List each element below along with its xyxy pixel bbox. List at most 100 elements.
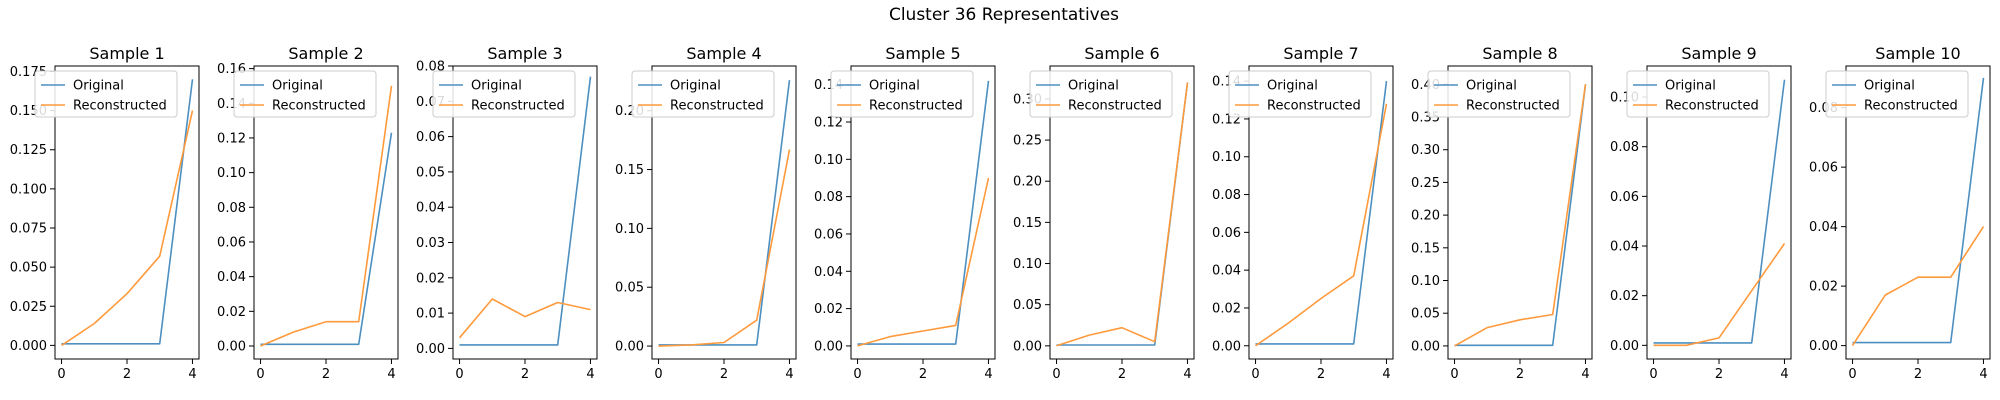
x-tick-label: 2 [1715, 367, 1723, 382]
y-tick-label: 0.050 [10, 261, 47, 276]
x-tick-label: 2 [123, 367, 131, 382]
series-line-reconstructed [857, 177, 990, 347]
y-tick-label: 0.000 [10, 339, 47, 354]
x-tick-label: 2 [1317, 367, 1325, 382]
legend: Original Reconstructed [34, 70, 178, 118]
y-tick-label: 0.04 [1212, 264, 1241, 279]
y-tick-label: 0.00 [814, 339, 843, 354]
legend-box [1626, 70, 1770, 118]
legend-box [1825, 70, 1969, 118]
series-line-original [658, 80, 791, 346]
x-tick-label: 2 [521, 367, 529, 382]
axes-frame [1049, 65, 1195, 360]
series-line-original [1653, 79, 1786, 344]
y-tick-label: 0.00 [416, 342, 445, 357]
y-tick-label: 0.10 [1411, 274, 1440, 289]
subplot-8: Sample 80 2 40.000.050.100.150.200.250.300… [1411, 44, 1593, 382]
series-line-reconstructed [1056, 82, 1189, 347]
y-tick-label: 0.15 [1411, 241, 1440, 256]
legend-box [830, 70, 974, 118]
legend-label: Original [1466, 79, 1517, 94]
subplot-title: Sample 5 [885, 44, 960, 63]
y-tick-label: 0.00 [615, 340, 644, 355]
legend-label: Original [1267, 79, 1318, 94]
x-tick-label: 4 [1183, 367, 1191, 382]
x-tick-label: 4 [188, 367, 196, 382]
y-tick-label: 0.00 [1809, 339, 1838, 354]
y-tick-label: 0.075 [10, 221, 47, 236]
legend-label: Original [1864, 79, 1915, 94]
x-tick-label: 0 [1450, 367, 1458, 382]
x-tick-label: 2 [1914, 367, 1922, 382]
y-tick-label: 0.08 [217, 201, 246, 216]
y-tick-label: 0.02 [1809, 280, 1838, 295]
y-tick-label: 0.05 [1411, 307, 1440, 322]
legend: Original Reconstructed [233, 70, 377, 118]
y-tick-label: 0.025 [10, 300, 47, 315]
subplot-title: Sample 3 [487, 44, 562, 63]
y-tick-label: 0.06 [217, 235, 246, 250]
y-tick-label: 0.05 [1013, 298, 1042, 313]
series-line-reconstructed [458, 298, 591, 339]
axes-frame [1447, 65, 1593, 360]
subplot-title: Sample 9 [1681, 44, 1756, 63]
y-tick-label: 0.30 [1411, 143, 1440, 158]
legend: Original Reconstructed [830, 70, 974, 118]
y-tick-label: 0.02 [416, 271, 445, 286]
legend-label: Original [73, 79, 124, 94]
subplot-title: Sample 6 [1084, 44, 1159, 63]
x-tick-label: 2 [720, 367, 728, 382]
y-tick-label: 0.06 [1809, 161, 1838, 176]
subplot-title: Sample 8 [1482, 44, 1557, 63]
y-tick-label: 0.20 [1411, 209, 1440, 224]
subplot-9: Sample 90 2 40.000.020.040.060.080.10Origi… [1610, 44, 1792, 382]
series-line-original [1056, 82, 1189, 346]
y-tick-label: 0.00 [1411, 339, 1440, 354]
legend: Original Reconstructed [1626, 70, 1770, 118]
legend-box [1228, 70, 1372, 118]
x-tick-label: 2 [1516, 367, 1524, 382]
legend: Original Reconstructed [1825, 70, 1969, 118]
y-tick-label: 0.06 [814, 227, 843, 242]
x-tick-label: 0 [1052, 367, 1060, 382]
subplot-title: Sample 2 [288, 44, 363, 63]
y-tick-label: 0.02 [217, 305, 246, 320]
series-line-reconstructed [1653, 243, 1786, 347]
legend-label: Reconstructed [471, 99, 565, 114]
axes-frame [1845, 65, 1991, 360]
x-tick-label: 0 [1251, 367, 1259, 382]
axes-frame [850, 65, 996, 360]
legend: Original Reconstructed [631, 70, 775, 118]
x-tick-label: 2 [1118, 367, 1126, 382]
legend-box [631, 70, 775, 118]
y-tick-label: 0.12 [814, 115, 843, 130]
legend-box [1029, 70, 1173, 118]
legend-box [432, 70, 576, 118]
y-tick-label: 0.10 [217, 166, 246, 181]
y-tick-label: 0.02 [1610, 289, 1639, 304]
subplot-title: Sample 1 [89, 44, 164, 63]
axes-frame [1248, 65, 1394, 360]
y-tick-label: 0.10 [1212, 150, 1241, 165]
legend-box [34, 70, 178, 118]
series-line-reconstructed [658, 149, 791, 347]
legend-box [1427, 70, 1571, 118]
subplot-4: Sample 40 2 40.000.050.100.150.20OriginalR… [615, 44, 797, 382]
series-line-original [857, 80, 990, 345]
x-tick-label: 4 [586, 367, 594, 382]
legend-label: Reconstructed [73, 99, 167, 114]
y-tick-label: 0.00 [1212, 339, 1241, 354]
x-tick-label: 0 [256, 367, 264, 382]
x-tick-label: 0 [455, 367, 463, 382]
axes-frame [54, 65, 200, 360]
x-tick-label: 0 [57, 367, 65, 382]
y-tick-label: 0.25 [1013, 134, 1042, 149]
series-line-reconstructed [1454, 84, 1587, 347]
legend-label: Original [471, 79, 522, 94]
legend-label: Original [670, 79, 721, 94]
subplot-title: Sample 10 [1875, 44, 1960, 63]
x-tick-label: 2 [322, 367, 330, 382]
y-tick-label: 0.05 [615, 281, 644, 296]
series-line-reconstructed [61, 110, 194, 347]
legend: Original Reconstructed [432, 70, 576, 118]
